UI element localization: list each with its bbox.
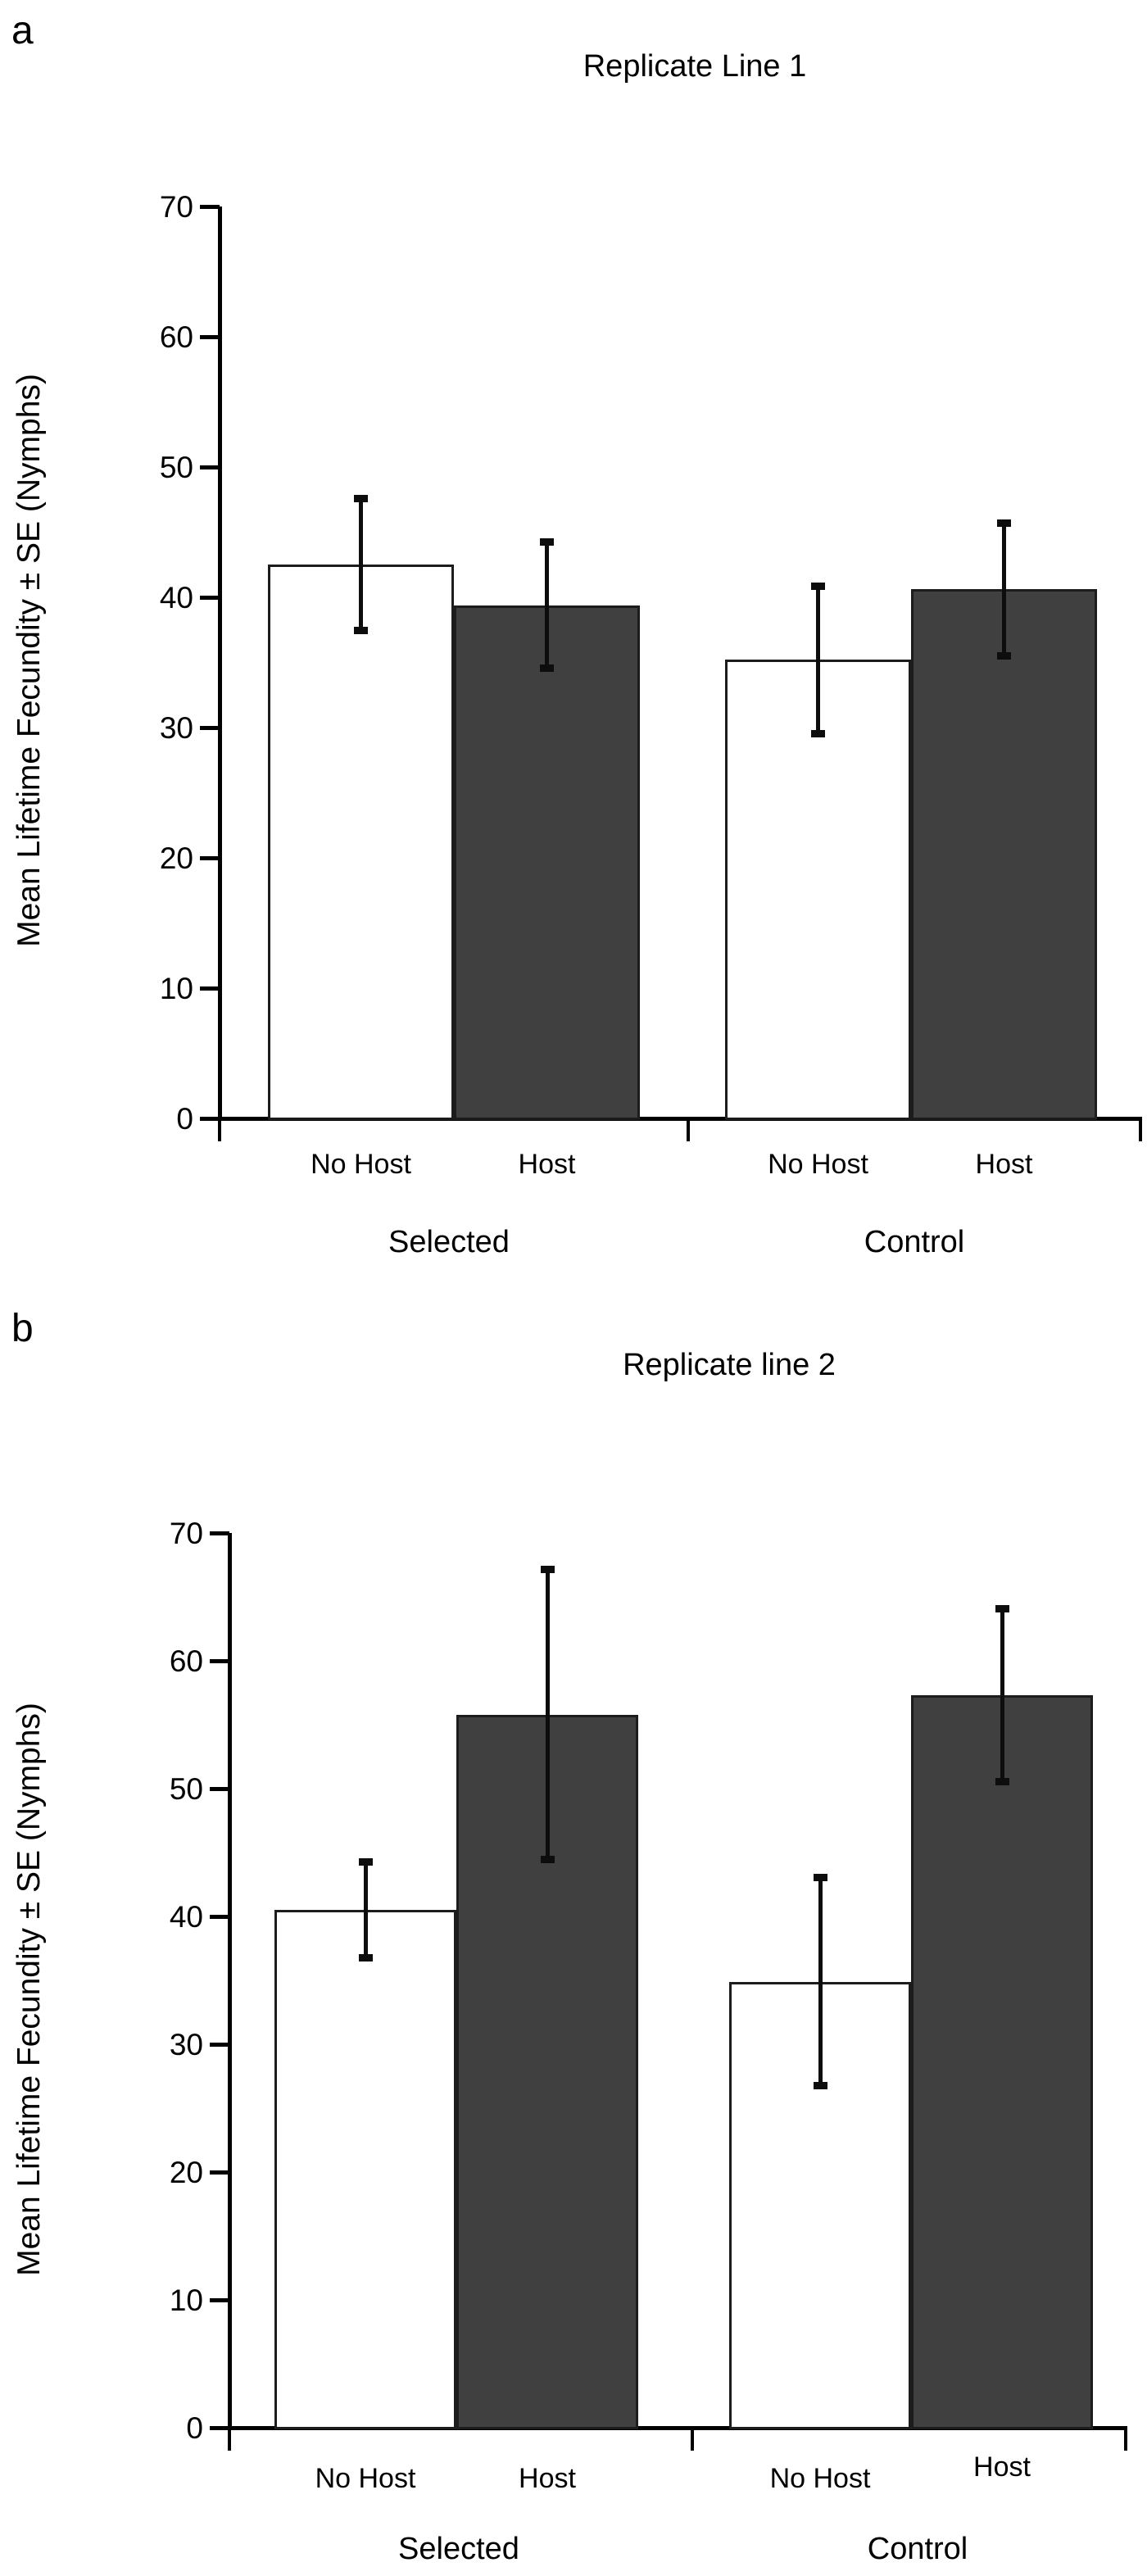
error-bar-cap-top-selected-host — [540, 1565, 555, 1573]
error-bar-cap-top-control-host — [995, 1605, 1009, 1613]
x-tick-label-control-no-host: No Host — [769, 2463, 871, 2494]
y-tick-40 — [210, 1915, 229, 1919]
bar-control-host — [911, 589, 1097, 1120]
x-axis-end-tick — [1124, 2428, 1127, 2451]
error-bar-cap-bottom-selected-host — [540, 1856, 555, 1864]
x-tick-label-selected-host: Host — [518, 1149, 576, 1180]
x-tick-label-control-host: Host — [975, 1149, 1033, 1180]
y-axis-label: Mean Lifetime Fecundity ± SE (Nymphs) — [11, 1703, 47, 2276]
y-tick-label-10: 10 — [159, 972, 193, 1005]
error-bar-cap-bottom-control-no-host — [813, 2082, 827, 2090]
error-bar-cap-top-selected-host — [540, 537, 554, 546]
error-bar-control-no-host — [816, 585, 820, 734]
x-tick-label-selected-host: Host — [519, 2463, 576, 2494]
y-tick-label-30: 30 — [159, 711, 193, 745]
y-tick-label-20: 20 — [169, 2156, 203, 2189]
y-tick-10 — [210, 2298, 229, 2302]
y-tick-60 — [200, 335, 220, 339]
x-axis-end-tick — [218, 1118, 221, 1141]
error-bar-cap-bottom-selected-no-host — [354, 627, 368, 635]
y-tick-70 — [210, 1531, 229, 1535]
bar-selected-no-host — [274, 1910, 456, 2429]
y-tick-50 — [200, 465, 220, 469]
group-label-selected: Selected — [398, 2532, 519, 2566]
y-tick-20 — [210, 2170, 229, 2175]
panel-letter-a: a — [11, 9, 34, 52]
y-tick-label-70: 70 — [159, 190, 193, 224]
x-tick-label-selected-no-host: No Host — [315, 2463, 416, 2494]
y-axis-label: Mean Lifetime Fecundity ± SE (Nymphs) — [11, 374, 47, 947]
y-tick-30 — [200, 726, 220, 730]
error-bar-cap-bottom-selected-host — [540, 664, 554, 673]
y-tick-label-50: 50 — [169, 1772, 203, 1806]
error-bar-cap-top-control-host — [997, 519, 1011, 528]
x-axis-end-tick — [1139, 1118, 1142, 1141]
y-tick-0 — [200, 1117, 220, 1121]
x-tick-label-selected-no-host: No Host — [311, 1149, 411, 1180]
group-label-control: Control — [864, 1225, 965, 1259]
bar-selected-no-host — [268, 565, 454, 1120]
x-tick-label-control-host: Host — [973, 2451, 1031, 2483]
error-bar-selected-host — [545, 1568, 550, 1861]
error-bar-cap-bottom-control-no-host — [811, 729, 825, 737]
y-tick-label-40: 40 — [159, 581, 193, 615]
error-bar-selected-no-host — [363, 1861, 368, 1959]
error-bar-control-host — [1002, 523, 1006, 656]
x-axis — [228, 2426, 1127, 2430]
y-axis — [218, 206, 222, 1118]
group-label-selected: Selected — [388, 1225, 510, 1259]
panel-b: b Replicate line 2 Mean Lifetime Fecundity… — [0, 1288, 1147, 2576]
y-tick-label-0: 0 — [186, 2411, 203, 2445]
y-tick-label-30: 30 — [169, 2028, 203, 2061]
bar-control-host — [911, 1695, 1093, 2429]
group-label-control: Control — [867, 2532, 968, 2566]
y-tick-10 — [200, 986, 220, 991]
y-tick-20 — [200, 856, 220, 860]
error-bar-selected-no-host — [359, 498, 363, 632]
y-tick-70 — [200, 205, 220, 209]
error-bar-cap-bottom-selected-no-host — [358, 1954, 373, 1962]
y-tick-label-60: 60 — [159, 320, 193, 354]
error-bar-cap-bottom-control-host — [995, 1778, 1009, 1786]
y-axis — [228, 1533, 232, 2428]
y-tick-label-0: 0 — [176, 1102, 193, 1136]
y-tick-60 — [210, 1659, 229, 1663]
error-bar-cap-top-control-no-host — [813, 1873, 827, 1881]
panel-a: a Replicate Line 1 Mean Lifetime Fecundity… — [11, 9, 1142, 1259]
x-axis-group-separator-tick — [691, 2428, 694, 2451]
y-tick-label-50: 50 — [159, 451, 193, 484]
error-bar-control-no-host — [818, 1876, 823, 2087]
bar-selected-host — [454, 605, 640, 1120]
y-tick-50 — [210, 1787, 229, 1791]
error-bar-cap-top-selected-no-host — [354, 495, 368, 503]
x-axis-group-separator-tick — [687, 1118, 690, 1141]
error-bar-cap-bottom-control-host — [997, 651, 1011, 660]
chart-title: Replicate Line 1 — [583, 49, 807, 84]
error-bar-cap-top-selected-no-host — [358, 1857, 373, 1866]
x-tick-label-control-no-host: No Host — [768, 1149, 868, 1180]
y-tick-40 — [200, 596, 220, 600]
y-tick-30 — [210, 2043, 229, 2047]
y-tick-label-60: 60 — [169, 1644, 203, 1678]
y-tick-label-40: 40 — [169, 1900, 203, 1934]
x-axis-end-tick — [228, 2428, 231, 2451]
y-tick-label-10: 10 — [169, 2283, 203, 2317]
y-tick-0 — [210, 2426, 229, 2430]
error-bar-control-host — [1000, 1608, 1004, 1783]
chart-title: Replicate line 2 — [623, 1348, 836, 1382]
panel-letter-b: b — [11, 1307, 34, 1350]
error-bar-cap-top-control-no-host — [811, 582, 825, 590]
error-bar-selected-host — [545, 541, 549, 669]
y-tick-label-70: 70 — [169, 1517, 203, 1550]
y-tick-label-20: 20 — [159, 841, 193, 875]
x-axis — [218, 1117, 1142, 1121]
